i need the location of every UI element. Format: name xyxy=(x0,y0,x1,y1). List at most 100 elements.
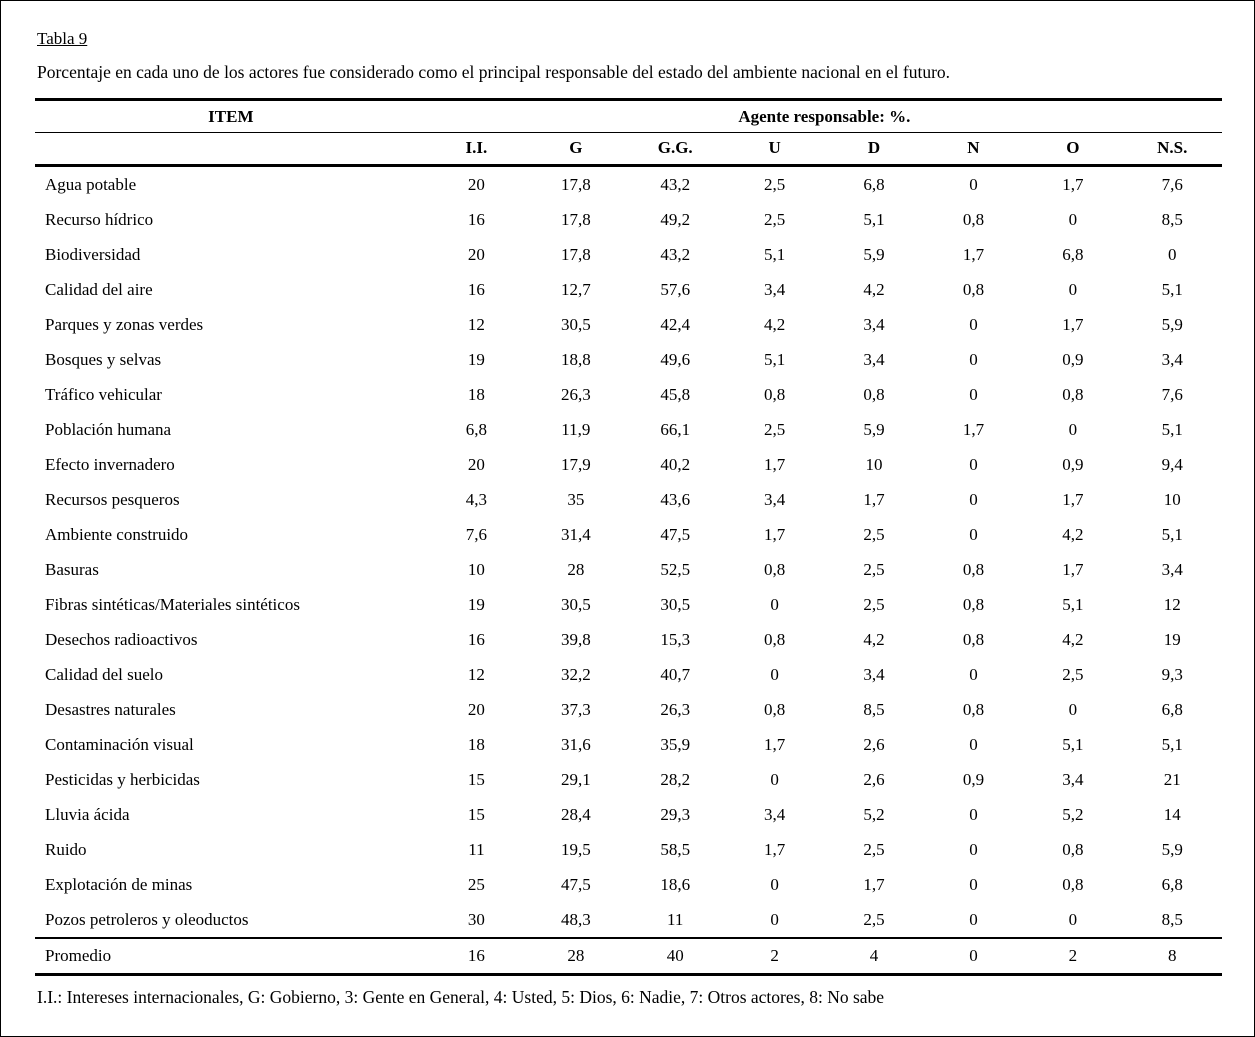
table-row: Desastres naturales 20 37,3 26,3 0,8 8,5 0,8 0 6… xyxy=(35,692,1222,727)
value-cell: 2,5 xyxy=(863,839,885,859)
table-footnote: I.I.: Intereses internacionales, G: Gobi… xyxy=(37,987,885,1007)
average-value-cell: 16 xyxy=(426,937,527,976)
value-cell: 18 xyxy=(467,384,485,404)
value-cell: 0 xyxy=(969,734,978,754)
table-body: Agua potable 20 17,8 43,2 2,5 6,8 0 1,7 7,6 Recur… xyxy=(35,166,1222,939)
value-cell: 0 xyxy=(969,804,978,824)
value-cell: 58,5 xyxy=(660,839,691,859)
results-table: ITEM Agente responsable: %. I.I. G G.G. U D N… xyxy=(35,98,1222,976)
table-row: Población humana 6,8 11,9 66,1 2,5 5,9 1,7 0 5,1 xyxy=(35,412,1222,447)
value-cell: 5,1 xyxy=(1062,734,1084,754)
value-cell: 16 xyxy=(467,279,485,299)
value-cell: 2,5 xyxy=(764,174,786,194)
value-cell: 11 xyxy=(468,839,485,859)
item-cell: Tráfico vehicular xyxy=(45,384,162,404)
value-cell: 11,9 xyxy=(561,419,591,439)
value-cell: 48,3 xyxy=(560,909,591,929)
item-cell: Basuras xyxy=(45,559,99,579)
value-cell: 35,9 xyxy=(660,734,691,754)
table-row: Ruido 11 19,5 58,5 1,7 2,5 0 0,8 5,9 xyxy=(35,832,1222,867)
item-cell: Desechos radioactivos xyxy=(45,629,198,649)
value-cell: 5,1 xyxy=(1062,594,1084,614)
value-cell: 1,7 xyxy=(1062,489,1084,509)
value-cell: 0,9 xyxy=(962,769,985,789)
value-cell: 0 xyxy=(969,314,978,334)
value-cell: 0 xyxy=(770,594,779,614)
value-cell: 30,5 xyxy=(660,594,691,614)
value-cell: 5,9 xyxy=(1161,839,1183,859)
value-cell: 0 xyxy=(969,174,978,194)
value-cell: 0 xyxy=(770,874,779,894)
value-cell: 45,8 xyxy=(660,384,691,404)
average-row: Promedio 16 28 40 2 4 0 2 8 xyxy=(35,937,1222,976)
value-cell: 5,9 xyxy=(863,419,885,439)
item-cell: Calidad del suelo xyxy=(45,664,164,684)
value-cell: 1,7 xyxy=(962,419,985,439)
value-cell: 0 xyxy=(969,909,978,929)
value-cell: 18,6 xyxy=(660,874,691,894)
item-cell: Parques y zonas verdes xyxy=(45,314,204,334)
value-cell: 19 xyxy=(467,594,485,614)
value-cell: 0,8 xyxy=(764,384,786,404)
value-cell: 16 xyxy=(467,629,485,649)
value-cell: 5,1 xyxy=(764,244,786,264)
value-cell: 0,8 xyxy=(764,629,786,649)
value-cell: 0 xyxy=(969,349,978,369)
item-cell: Ruido xyxy=(45,839,87,859)
value-cell: 2,5 xyxy=(863,524,885,544)
value-cell: 31,6 xyxy=(560,734,591,754)
value-cell: 0,8 xyxy=(1062,839,1084,859)
value-cell: 12 xyxy=(467,314,485,334)
value-cell: 32,2 xyxy=(560,664,591,684)
value-cell: 0,9 xyxy=(1062,349,1084,369)
value-cell: 14 xyxy=(1163,804,1181,824)
value-cell: 8,5 xyxy=(1161,209,1183,229)
value-cell: 4,3 xyxy=(465,489,488,509)
column-header: G.G. xyxy=(625,132,725,167)
value-cell: 52,5 xyxy=(660,559,691,579)
value-cell: 4,2 xyxy=(764,314,786,334)
value-cell: 18,8 xyxy=(560,349,591,369)
value-cell: 1,7 xyxy=(764,454,786,474)
value-cell: 0,9 xyxy=(1062,454,1084,474)
column-header: G xyxy=(526,132,626,167)
column-header: U xyxy=(724,132,825,167)
value-cell: 0 xyxy=(1068,279,1078,299)
item-cell: Pozos petroleros y oleoductos xyxy=(45,909,249,929)
item-group-header: ITEM xyxy=(35,98,427,133)
item-cell: Efecto invernadero xyxy=(45,454,175,474)
value-cell: 9,4 xyxy=(1161,454,1183,474)
item-cell: Desastres naturales xyxy=(45,699,176,719)
value-cell: 37,3 xyxy=(560,699,591,719)
table-row: Fibras sintéticas/Materiales sintéticos 1… xyxy=(35,587,1222,622)
value-cell: 5,1 xyxy=(1161,279,1183,299)
value-cell: 1,7 xyxy=(1062,559,1084,579)
value-cell: 2,5 xyxy=(863,594,885,614)
value-cell: 10 xyxy=(865,454,883,474)
value-cell: 20 xyxy=(467,454,485,474)
value-cell: 2,6 xyxy=(863,769,885,789)
value-cell: 30,5 xyxy=(560,314,591,334)
value-cell: 20 xyxy=(467,699,485,719)
value-cell: 20 xyxy=(467,244,485,264)
value-cell: 17,8 xyxy=(560,244,591,264)
value-cell: 30,5 xyxy=(560,594,591,614)
value-cell: 8,5 xyxy=(863,699,885,719)
value-cell: 47,5 xyxy=(560,874,591,894)
value-cell: 26,3 xyxy=(660,699,691,719)
value-cell: 0,8 xyxy=(962,559,985,579)
value-cell: 5,1 xyxy=(1161,734,1183,754)
value-cell: 2,5 xyxy=(863,909,885,929)
value-cell: 6,8 xyxy=(1062,244,1084,264)
table-row: Agua potable 20 17,8 43,2 2,5 6,8 0 1,7 7,6 xyxy=(35,166,1222,203)
value-cell: 0 xyxy=(1068,909,1078,929)
value-cell: 20 xyxy=(467,174,485,194)
item-cell: Recursos pesqueros xyxy=(45,489,180,509)
value-cell: 0 xyxy=(1068,209,1078,229)
value-cell: 28,4 xyxy=(560,804,591,824)
value-cell: 12,7 xyxy=(560,279,591,299)
value-cell: 7,6 xyxy=(465,524,488,544)
value-cell: 0,8 xyxy=(962,279,985,299)
value-cell: 49,6 xyxy=(660,349,691,369)
value-cell: 6,8 xyxy=(465,419,488,439)
